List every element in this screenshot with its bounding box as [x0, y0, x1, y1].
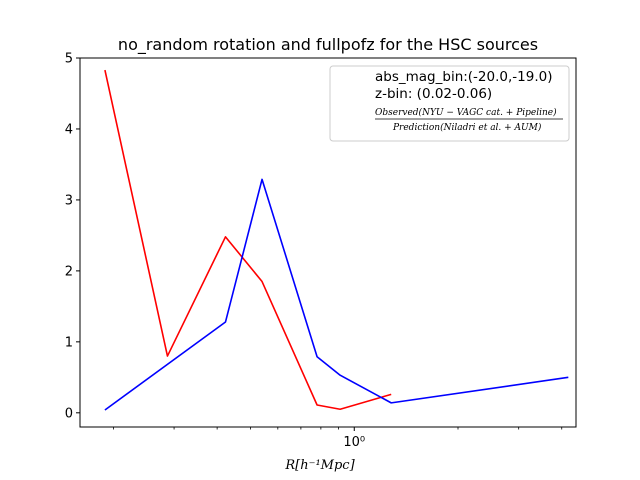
ticks-layer: 0 1 2 3 4 5 10⁰	[65, 52, 563, 450]
series-layer	[104, 69, 569, 411]
y-tick-label: 1	[65, 335, 73, 350]
legend-ratio-numerator: Observed(NYU − VAGC cat. + Pipeline)	[375, 107, 557, 118]
data-point-s0-6	[390, 393, 392, 395]
data-point-s1-0	[104, 409, 106, 411]
legend-entry-z-bin: z-bin: (0.02-0.06)	[375, 86, 492, 102]
data-point-s1-6	[567, 376, 569, 378]
data-point-s1-1	[224, 321, 226, 323]
data-point-s0-2	[224, 236, 226, 238]
data-point-s1-3	[316, 356, 318, 358]
y-tick-label: 4	[65, 122, 73, 137]
chart-title: no_random rotation and fullpofz for the …	[118, 35, 538, 55]
y-tick-label: 0	[65, 406, 73, 421]
data-point-s0-3	[261, 280, 263, 282]
legend-entry-mag-bin: abs_mag_bin:(-20.0,-19.0)	[375, 69, 552, 85]
data-point-s0-1	[166, 355, 168, 357]
series-line-0	[104, 69, 392, 411]
x-tick-label: 10⁰	[343, 435, 365, 450]
data-point-s0-4	[316, 404, 318, 406]
data-point-s1-4	[339, 374, 341, 376]
y-tick-label: 5	[65, 52, 73, 67]
data-point-s1-2	[261, 178, 263, 180]
plot-frame	[79, 57, 577, 428]
y-tick-label: 3	[65, 193, 73, 208]
legend-ratio-denominator: Prediction(Niladri et al. + AUM)	[392, 122, 542, 133]
legend-box	[329, 65, 570, 142]
data-point-s0-0	[104, 69, 106, 71]
legend: abs_mag_bin:(-20.0,-19.0) z-bin: (0.02-0…	[329, 65, 570, 142]
x-axis-label: R[h⁻¹Mpc]	[284, 458, 355, 473]
data-point-s1-5	[390, 402, 392, 404]
y-tick-label: 2	[65, 264, 73, 279]
series-line-1	[104, 178, 569, 411]
data-point-s0-5	[339, 408, 341, 410]
